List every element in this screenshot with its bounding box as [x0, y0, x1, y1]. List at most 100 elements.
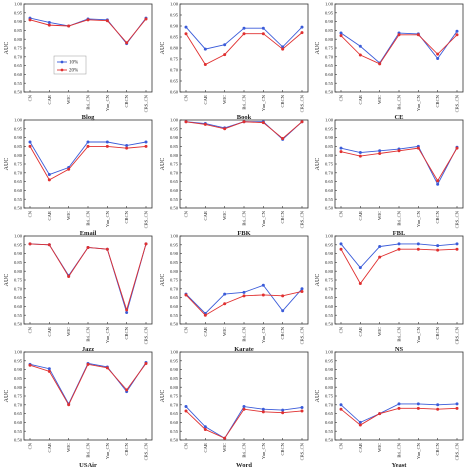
series-line-20pct	[185, 121, 303, 140]
x-tick-label: Yun_CN	[416, 326, 421, 343]
data-point	[144, 242, 148, 246]
chart-panel-yeast: 0.50 0.55 0.60 0.65 0.70 0.75 0.80 0.85 0.90 0.95…	[315, 350, 464, 467]
y-tick-label: 0.70	[14, 170, 23, 175]
panel-title: FBL	[393, 230, 406, 237]
y-tick-label: 1.00	[170, 350, 179, 355]
data-point	[378, 255, 382, 259]
data-point	[436, 52, 440, 56]
data-point	[436, 182, 440, 186]
x-tick-label: CRCN	[435, 210, 440, 223]
series-line-20pct	[29, 243, 147, 312]
y-tick-label: 0.75	[170, 278, 179, 283]
y-tick-label: 0.95	[325, 358, 334, 363]
data-point	[223, 53, 227, 57]
data-point	[300, 405, 304, 409]
data-point	[105, 19, 109, 23]
chart-panel-fbk: 0.50 0.55 0.60 0.65 0.70 0.75 0.80 0.85 0.90 0.95…	[160, 118, 309, 237]
data-point	[125, 311, 129, 315]
y-tick-label: 0.90	[14, 251, 23, 256]
data-point	[261, 283, 265, 287]
y-tick-label: 0.50	[170, 322, 179, 327]
x-tick-label: CAR	[47, 442, 52, 452]
series-line-20pct	[29, 18, 147, 44]
data-point	[358, 154, 362, 158]
y-tick-label: 0.75	[170, 57, 179, 62]
data-point	[281, 45, 285, 49]
data-point	[261, 407, 265, 411]
y-tick-label: 1.00	[325, 118, 334, 123]
y-tick-label: 0.60	[14, 72, 23, 77]
plot-frame	[334, 351, 464, 441]
y-tick-label: 0.60	[325, 72, 334, 77]
y-tick-label: 0.75	[14, 162, 23, 167]
y-tick-label: 0.50	[325, 438, 334, 443]
panel-title: CE	[394, 114, 403, 121]
x-tick-label: Yun_CN	[261, 326, 266, 343]
series-line-10pct	[29, 362, 147, 405]
y-tick-label: 0.55	[325, 429, 334, 434]
panel-title: NS	[395, 346, 404, 353]
data-point	[47, 367, 51, 371]
y-tick-label: 0.70	[14, 402, 23, 407]
data-point	[105, 366, 109, 370]
x-tick-label: CRS_CN	[455, 94, 460, 112]
y-tick-label: 0.75	[325, 162, 334, 167]
y-tick-label: 0.65	[14, 179, 23, 184]
y-tick-label: 0.85	[325, 28, 334, 33]
data-point	[436, 403, 440, 407]
x-tick-label: Bri_CN	[86, 326, 91, 341]
y-tick-label: 0.75	[325, 46, 334, 51]
y-axis-label: AUC	[4, 390, 10, 403]
x-tick-label: CRCN	[124, 326, 129, 339]
data-point	[397, 242, 401, 246]
data-point	[261, 410, 265, 414]
y-tick-label: 1.00	[170, 234, 179, 239]
y-tick-label: 0.85	[170, 260, 179, 265]
data-point	[281, 136, 285, 140]
data-point	[242, 405, 246, 409]
data-point	[358, 420, 362, 424]
chart-panel-email: 0.50 0.55 0.60 0.65 0.70 0.75 0.80 0.85 0.90 0.95…	[4, 118, 153, 237]
y-tick-label: 0.55	[170, 197, 179, 202]
data-point	[203, 313, 207, 317]
y-tick-label: 0.70	[170, 402, 179, 407]
x-tick-label: Yun_CN	[416, 94, 421, 111]
y-tick-label: 1.00	[170, 118, 179, 123]
data-point	[300, 31, 304, 35]
y-tick-label: 0.65	[170, 411, 179, 416]
y-tick-label: 0.55	[14, 429, 23, 434]
data-point	[416, 242, 420, 246]
y-tick-label: 0.60	[170, 304, 179, 309]
data-point	[67, 167, 71, 171]
data-point	[455, 146, 459, 150]
y-tick-label: 0.85	[170, 35, 179, 40]
x-tick-label: CAR	[358, 442, 363, 452]
panel-title: FBK	[237, 230, 250, 237]
x-tick-label: CAR	[203, 326, 208, 336]
y-tick-label: 0.90	[170, 251, 179, 256]
y-tick-label: 0.50	[14, 90, 23, 95]
x-tick-label: Yun_CN	[105, 442, 110, 459]
data-point	[416, 33, 420, 37]
data-point	[47, 369, 51, 373]
legend-marker	[60, 68, 64, 72]
y-tick-label: 0.95	[325, 10, 334, 15]
x-tick-label: CN	[28, 326, 33, 333]
data-point	[86, 245, 90, 249]
x-tick-label: WIC	[377, 327, 382, 336]
data-point	[47, 20, 51, 24]
data-point	[397, 402, 401, 406]
x-tick-label: CRS_CN	[455, 210, 460, 228]
series-line-10pct	[185, 26, 303, 50]
data-point	[86, 140, 90, 144]
y-tick-label: 0.70	[170, 170, 179, 175]
data-point	[455, 406, 459, 410]
x-tick-label: CN	[184, 442, 189, 449]
y-tick-label: 0.90	[14, 135, 23, 140]
x-tick-label: Bri_CN	[397, 210, 402, 225]
data-point	[436, 248, 440, 252]
data-point	[203, 427, 207, 431]
y-tick-label: 0.65	[170, 179, 179, 184]
x-tick-label: CAR	[47, 326, 52, 336]
data-point	[455, 33, 459, 37]
